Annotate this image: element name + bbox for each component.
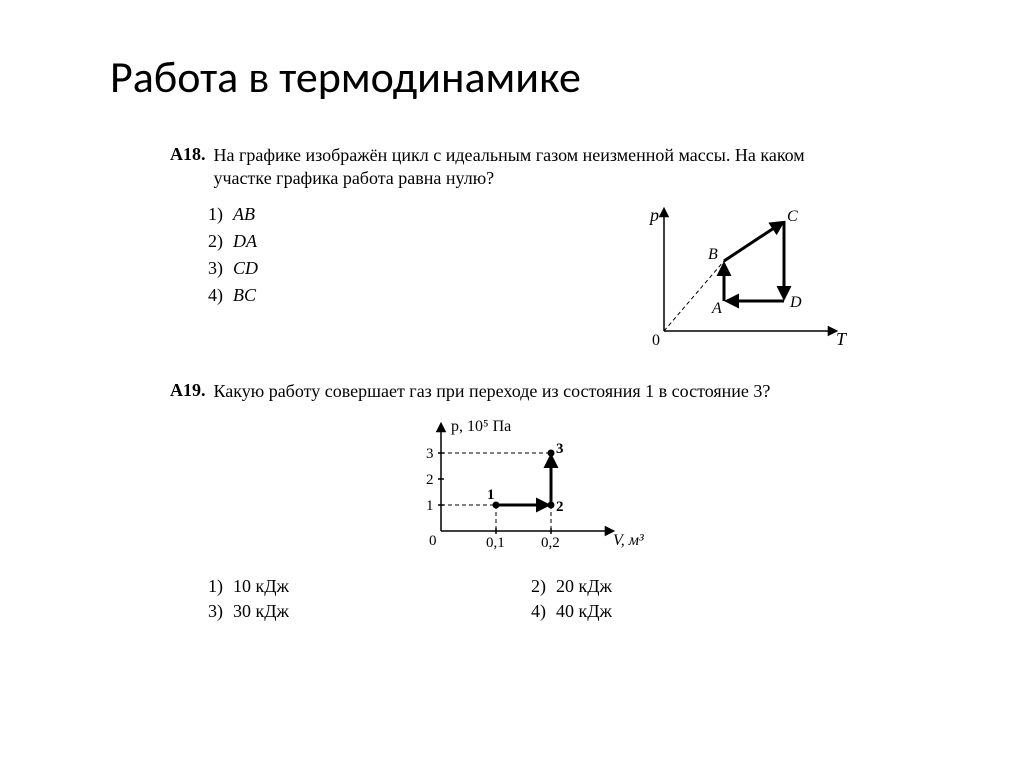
a18-node-A: A xyxy=(711,300,722,317)
a18-node-B: B xyxy=(708,246,718,263)
a19-opt-2: 2)20 кДж xyxy=(531,576,854,597)
a19-origin: 0 xyxy=(429,533,437,549)
pt-2: 2 xyxy=(556,499,564,515)
a18-opt-2: 2)DA xyxy=(208,228,258,255)
a18-origin: 0 xyxy=(652,332,660,349)
a19-text: Какую работу совершает газ при переходе … xyxy=(214,380,771,403)
pt-3: 3 xyxy=(556,441,564,457)
a18-opt-3: 3)CD xyxy=(208,255,258,282)
a18-xlabel: T xyxy=(836,329,848,349)
a19-ylabel: p, 10⁵ Па xyxy=(451,418,511,435)
edge-BC xyxy=(724,224,780,261)
ytick-1: 1 xyxy=(426,498,434,514)
a19-num: А19. xyxy=(170,380,206,401)
content: А18. На графике изображён цикл с идеальн… xyxy=(0,104,1024,622)
a18-options: 1)AB 2)DA 3)CD 4)BC xyxy=(208,201,258,356)
a19-opt-4: 4)40 кДж xyxy=(531,601,854,622)
a18-opt-1: 1)AB xyxy=(208,201,258,228)
page-title: Работа в термодинамике xyxy=(0,0,1024,104)
pt-1: 1 xyxy=(487,487,495,503)
a18-ylabel: p xyxy=(648,205,659,225)
a19-chart: p, 10⁵ Па V, м³ 0 1 2 3 0,1 0,2 xyxy=(208,411,854,566)
a19-opt-3: 3)30 кДж xyxy=(208,601,531,622)
xtick-1: 0,1 xyxy=(486,535,505,551)
a19-options: 1)10 кДж 2)20 кДж 3)30 кДж 4)40 кДж xyxy=(208,576,854,622)
xtick-2: 0,2 xyxy=(541,535,560,551)
ytick-3: 3 xyxy=(426,446,434,462)
a18-text: На графике изображён цикл с идеальным га… xyxy=(214,144,855,191)
a19-xlabel: V, м³ xyxy=(613,532,644,549)
a18-num: А18. xyxy=(170,144,206,165)
problem-a18: А18. На графике изображён цикл с идеальн… xyxy=(170,144,854,356)
a18-node-D: D xyxy=(789,294,802,311)
a18-chart: p T 0 A B C D xyxy=(624,201,854,356)
a18-node-C: C xyxy=(787,208,798,225)
problem-a19: А19. Какую работу совершает газ при пере… xyxy=(170,380,854,622)
a19-opt-1: 1)10 кДж xyxy=(208,576,531,597)
a18-opt-4: 4)BC xyxy=(208,282,258,309)
ytick-2: 2 xyxy=(426,472,434,488)
